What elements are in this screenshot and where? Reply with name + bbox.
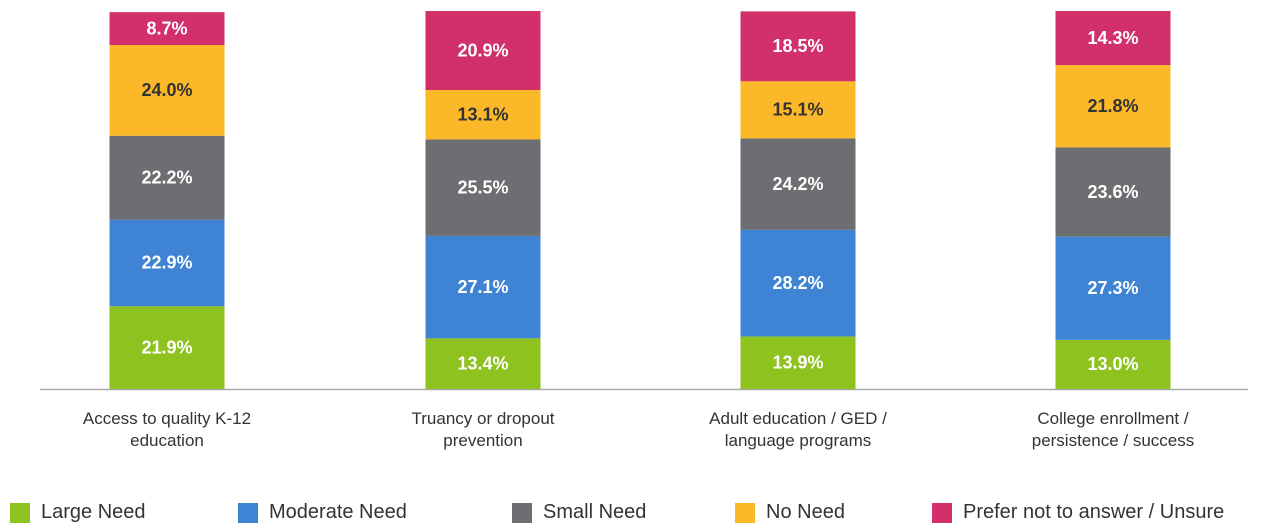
bar-segment	[425, 338, 541, 389]
bar-segment	[740, 11, 856, 82]
legend-label: Large Need	[41, 501, 146, 523]
x-tick-label: Truancy or dropout prevention	[411, 409, 555, 450]
data-label: 28.2%	[772, 273, 823, 293]
bar-segment	[109, 12, 225, 46]
x-tick-label: Adult education / GED / language program…	[709, 409, 887, 450]
bar-segment	[425, 235, 541, 339]
data-label: 8.7%	[146, 18, 187, 38]
data-label: 13.4%	[457, 353, 508, 373]
data-label: 22.2%	[141, 167, 192, 187]
legend-swatch	[735, 502, 755, 523]
bar-segment	[109, 219, 225, 307]
bar-segment	[425, 11, 541, 91]
data-label: 24.0%	[141, 80, 192, 100]
legend-swatch	[512, 502, 532, 523]
bar-segment	[1055, 236, 1171, 340]
bar-segment	[109, 135, 225, 220]
bar-segment	[109, 45, 225, 136]
legend-label: Small Need	[543, 501, 647, 523]
data-label: 14.3%	[1087, 28, 1138, 48]
legend-item: Small Need	[512, 501, 646, 524]
legend-swatch	[10, 502, 30, 523]
data-label: 21.8%	[1087, 96, 1138, 116]
bar-segment	[740, 229, 856, 337]
data-label: 20.9%	[457, 40, 508, 60]
bar-segment	[1055, 339, 1171, 389]
data-label: 21.9%	[141, 337, 192, 357]
legend-item: Prefer not to answer / Unsure	[932, 501, 1224, 524]
data-label: 27.1%	[457, 277, 508, 297]
bar-segment	[740, 138, 856, 230]
bar-segment	[1055, 65, 1171, 148]
data-label: 15.1%	[772, 100, 823, 120]
data-label: 25.5%	[457, 177, 508, 197]
legend-item: No Need	[735, 501, 845, 524]
legend-swatch	[932, 502, 952, 523]
data-label: 23.6%	[1087, 182, 1138, 202]
data-label: 13.1%	[457, 105, 508, 125]
data-label: 22.9%	[141, 253, 192, 273]
legend-swatch	[238, 502, 258, 523]
legend-label: No Need	[766, 501, 845, 523]
legend-item: Moderate Need	[238, 501, 407, 524]
bar-segment	[740, 81, 856, 139]
data-label: 24.2%	[772, 174, 823, 194]
bar-segment	[425, 90, 541, 140]
bar-segment	[109, 306, 225, 389]
data-label: 13.9%	[772, 352, 823, 372]
data-label: 18.5%	[772, 36, 823, 56]
bar-segment	[1055, 11, 1171, 66]
legend-item: Large Need	[10, 501, 146, 524]
bar-segment	[425, 139, 541, 236]
bar-segment	[740, 336, 856, 389]
x-tick-label: Access to quality K-12 education	[82, 409, 252, 450]
data-label: 13.0%	[1087, 354, 1138, 374]
legend-label: Prefer not to answer / Unsure	[963, 501, 1225, 523]
x-tick-label: College enrollment / persistence / succe…	[1031, 409, 1195, 450]
data-label: 27.3%	[1087, 278, 1138, 298]
bar-segment	[1055, 147, 1171, 237]
legend-label: Moderate Need	[269, 501, 407, 523]
